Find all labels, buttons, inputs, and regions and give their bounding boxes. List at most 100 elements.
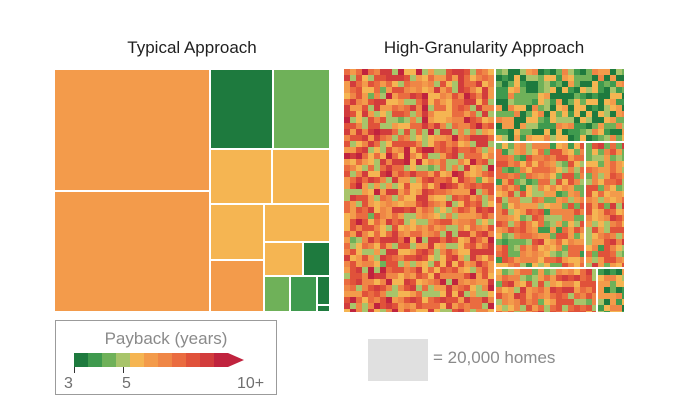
mosaic-cell: [356, 309, 362, 312]
mosaic-cell: [592, 87, 598, 93]
mosaic-cell: [368, 303, 374, 309]
mosaic-cell: [392, 207, 398, 213]
mosaic-cell: [496, 191, 502, 197]
mosaic-cell: [574, 105, 580, 111]
mosaic-cell: [458, 99, 464, 105]
mosaic-cell: [416, 297, 422, 303]
mosaic-cell: [616, 203, 622, 209]
mosaic-cell: [458, 171, 464, 177]
mosaic-cell: [488, 219, 494, 225]
mosaic-cell: [356, 267, 362, 273]
mosaic-cell: [482, 69, 488, 75]
mosaic-cell: [422, 213, 428, 219]
mosaic-cell: [616, 129, 622, 135]
mosaic-cell: [562, 161, 568, 167]
mosaic-cell: [562, 197, 568, 203]
mosaic-cell: [538, 197, 544, 203]
mosaic-cell: [470, 279, 476, 285]
mosaic-cell: [598, 185, 604, 191]
mosaic-cell: [526, 197, 532, 203]
mosaic-cell: [398, 117, 404, 123]
mosaic-cell: [392, 159, 398, 165]
mosaic-cell: [410, 267, 416, 273]
mosaic-cell: [362, 213, 368, 219]
mosaic-cell: [362, 147, 368, 153]
mosaic-cell: [440, 165, 446, 171]
mosaic-cell: [458, 81, 464, 87]
mosaic-cell: [440, 261, 446, 267]
mosaic-cell: [538, 269, 544, 275]
mosaic-cell: [520, 117, 526, 123]
mosaic-cell: [568, 75, 574, 81]
mosaic-cell: [526, 135, 532, 141]
mosaic-cell: [476, 93, 482, 99]
mosaic-cell: [410, 99, 416, 105]
mosaic-cell: [434, 249, 440, 255]
mosaic-cell: [374, 147, 380, 153]
mosaic-cell: [410, 243, 416, 249]
mosaic-cell: [488, 279, 494, 285]
mosaic-cell: [538, 93, 544, 99]
mosaic-cell: [464, 309, 470, 312]
mosaic-cell: [356, 153, 362, 159]
mosaic-cell: [362, 165, 368, 171]
mosaic-cell: [488, 267, 494, 273]
mosaic-cell: [586, 143, 592, 149]
mosaic-cell: [482, 237, 488, 243]
mosaic-cell: [610, 155, 616, 161]
mosaic-cell: [458, 69, 464, 75]
mosaic-cell: [502, 155, 508, 161]
mosaic-cell: [538, 251, 544, 257]
mosaic-cell: [568, 251, 574, 257]
mosaic-cell: [610, 179, 616, 185]
mosaic-cell: [610, 215, 616, 221]
mosaic-cell: [380, 219, 386, 225]
mosaic-cell: [434, 159, 440, 165]
mosaic-cell: [362, 243, 368, 249]
mosaic-cell: [532, 81, 538, 87]
mosaic-cell: [550, 257, 556, 263]
mosaic-cell: [550, 179, 556, 185]
mosaic-cell: [452, 201, 458, 207]
mosaic-cell: [574, 311, 580, 312]
mosaic-cell: [368, 105, 374, 111]
mosaic-cell: [464, 129, 470, 135]
mosaic-cell: [544, 215, 550, 221]
mosaic-cell: [544, 251, 550, 257]
mosaic-cell: [496, 81, 502, 87]
mosaic-cell: [422, 69, 428, 75]
mosaic-cell: [580, 155, 584, 161]
mosaic-cell: [556, 149, 562, 155]
mosaic-cell: [580, 135, 586, 141]
mosaic-cell: [350, 183, 356, 189]
mosaic-cell: [532, 215, 538, 221]
mosaic-cell: [386, 303, 392, 309]
mosaic-cell: [446, 171, 452, 177]
mosaic-cell: [610, 75, 616, 81]
mosaic-cell: [520, 123, 526, 129]
mosaic-cell: [488, 105, 494, 111]
mosaic-cell: [580, 129, 586, 135]
mosaic-cell: [574, 293, 580, 299]
mosaic-cell: [610, 149, 616, 155]
mosaic-cell: [422, 75, 428, 81]
mosaic-cell: [574, 275, 580, 281]
mosaic-cell: [622, 149, 624, 155]
mosaic-cell: [496, 93, 502, 99]
mosaic-cell: [574, 143, 580, 149]
mosaic-cell: [580, 75, 586, 81]
mosaic-cell: [464, 99, 470, 105]
mosaic-cell: [538, 123, 544, 129]
mosaic-cell: [592, 215, 598, 221]
mosaic-cell: [398, 243, 404, 249]
mosaic-cell: [356, 249, 362, 255]
mosaic-cell: [452, 267, 458, 273]
mosaic-cell: [586, 135, 592, 141]
mosaic-cell: [520, 263, 526, 267]
mosaic-cell: [508, 105, 514, 111]
mosaic-cell: [526, 311, 532, 312]
mosaic-cell: [514, 143, 520, 149]
mosaic-cell: [568, 111, 574, 117]
mosaic-cell: [586, 263, 592, 267]
mosaic-cell: [580, 287, 586, 293]
